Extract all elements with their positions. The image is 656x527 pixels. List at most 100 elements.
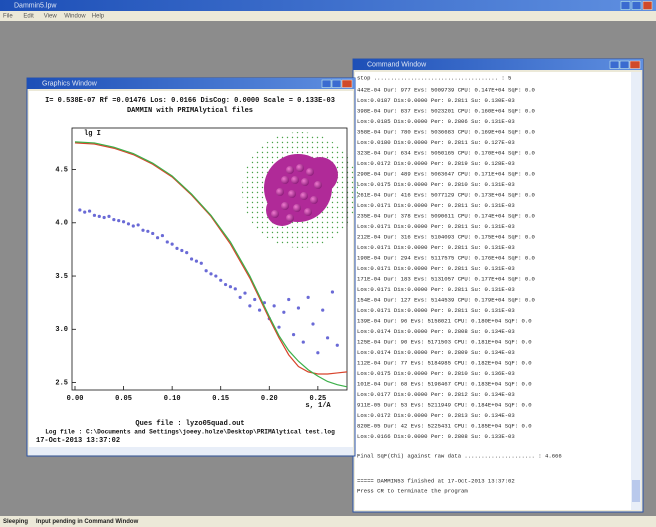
- data-point: [185, 251, 188, 254]
- close-button[interactable]: [643, 2, 652, 10]
- data-point: [258, 309, 261, 312]
- data-point: [88, 209, 91, 212]
- data-point: [219, 279, 222, 282]
- data-point: [190, 257, 193, 260]
- maximize-button[interactable]: [620, 61, 629, 69]
- data-point: [234, 287, 237, 290]
- command-line: Los:0.0185 Dis:0.0000 Per: 0.2806 Su: 0.…: [357, 118, 515, 125]
- command-line: ===== DAMMIN53 finished at 17-Oct-2013 1…: [357, 477, 515, 484]
- scrollbar[interactable]: [631, 72, 641, 510]
- command-line: Los:0.0187 Dis:0.0000 Per: 0.2811 Su: 0.…: [357, 97, 515, 104]
- chart-title: I= 0.538E-07 Rf =0.01476 Los: 0.0166 Dis…: [45, 97, 335, 105]
- data-point: [253, 298, 256, 301]
- data-point: [205, 269, 208, 272]
- app-title-bar: [0, 0, 656, 11]
- close-button[interactable]: [342, 80, 352, 88]
- data-point: [297, 306, 300, 309]
- command-line: Los:0.0177 Dis:0.0000 Per: 0.2812 Su: 0.…: [357, 391, 515, 398]
- data-point: [137, 223, 140, 226]
- data-point: [307, 296, 310, 299]
- data-point: [292, 333, 295, 336]
- status-state: Sleeping: [3, 519, 28, 525]
- data-point: [93, 214, 96, 217]
- close-button[interactable]: [630, 61, 640, 69]
- command-line: Los:0.0172 Dis:0.0000 Per: 0.2813 Su: 0.…: [357, 412, 515, 419]
- command-line: Los:0.0171 Dis:0.0000 Per: 0.2811 Su: 0.…: [357, 307, 515, 314]
- data-point: [336, 344, 339, 347]
- minimize-button[interactable]: [621, 2, 630, 10]
- menu-item[interactable]: Window: [64, 14, 86, 20]
- data-point: [175, 247, 178, 250]
- data-point: [239, 296, 242, 299]
- command-line: Los:0.0172 Dis:0.0000 Per: 0.2819 Su: 0.…: [357, 160, 515, 167]
- data-point: [248, 304, 251, 307]
- command-line: 154E-04 Dur: 127 Evs: 5144539 CPU: 0.179…: [357, 296, 536, 303]
- bead-model: [242, 132, 358, 248]
- command-line: 442E-04 Dur: 977 Evs: 5009739 CPU: 0.147…: [357, 86, 536, 93]
- menu-item[interactable]: Edit: [23, 14, 34, 20]
- data-point: [127, 222, 130, 225]
- h-scrollbar[interactable]: [29, 447, 353, 455]
- data-point: [146, 230, 149, 233]
- command-line: Press CR to terminate the program: [357, 487, 468, 494]
- data-point: [141, 229, 144, 232]
- app-title: Dammin5.lpw: [14, 2, 57, 9]
- data-point: [282, 311, 285, 314]
- command-line: 398E-04 Dur: 837 Evs: 5023201 CPU: 0.160…: [357, 107, 536, 114]
- command-title: Command Window: [367, 61, 427, 68]
- command-line: 171E-04 Dur: 183 Evs: 5131057 CPU: 0.177…: [357, 275, 536, 282]
- data-point: [122, 220, 125, 223]
- data-point: [151, 232, 154, 235]
- command-line: Los:0.0175 Dis:0.0000 Per: 0.2810 Su: 0.…: [357, 181, 515, 188]
- command-line: Final SqF(Chi) against raw data ........…: [357, 452, 562, 459]
- footer-log: Log file : C:\Documents and Settings\joe…: [45, 429, 335, 436]
- y-tick-label: 3.0: [55, 326, 68, 334]
- scroll-thumb[interactable]: [632, 480, 640, 502]
- y-tick-label: 4.5: [55, 166, 68, 174]
- data-point: [302, 340, 305, 343]
- data-point: [166, 240, 169, 243]
- menu-item[interactable]: View: [44, 14, 58, 20]
- minimize-button[interactable]: [610, 61, 619, 69]
- command-line: 358E-04 Dur: 780 Evs: 5036683 CPU: 0.169…: [357, 128, 536, 135]
- y-tick-label: 2.5: [55, 379, 68, 387]
- command-line: Los:0.0180 Dis:0.0000 Per: 0.2811 Su: 0.…: [357, 139, 515, 146]
- command-line: 323E-04 Dur: 634 Evs: 5050165 CPU: 0.170…: [357, 149, 536, 156]
- x-tick-label: 0.25: [309, 395, 326, 403]
- command-line: Los:0.0175 Dis:0.0000 Per: 0.2810 Su: 0.…: [357, 370, 515, 377]
- command-line: Los:0.0171 Dis:0.0000 Per: 0.2811 Su: 0.…: [357, 202, 515, 209]
- command-line: Los:0.0166 Dis:0.0000 Per: 0.2808 Su: 0.…: [357, 433, 515, 440]
- data-point: [277, 326, 280, 329]
- maximize-button[interactable]: [632, 2, 641, 10]
- command-line: Los:0.0171 Dis:0.0000 Per: 0.2811 Su: 0.…: [357, 265, 515, 272]
- data-point: [311, 322, 314, 325]
- command-line: Los:0.0171 Dis:0.0000 Per: 0.2811 Su: 0.…: [357, 244, 515, 251]
- menu-item[interactable]: File: [3, 14, 13, 20]
- x-tick-label: 0.20: [261, 395, 278, 403]
- data-point: [156, 236, 159, 239]
- x-tick-label: 0.05: [115, 395, 132, 403]
- data-point: [117, 219, 120, 222]
- menu-item[interactable]: Help: [92, 14, 105, 20]
- x-tick-label: 0.10: [164, 395, 181, 403]
- page: { "app": {"title": "Dammin5.lpw", "menu"…: [0, 0, 656, 527]
- data-point: [98, 215, 101, 218]
- data-point: [132, 224, 135, 227]
- graphics-title: Graphics Window: [42, 80, 98, 87]
- data-point: [214, 274, 217, 277]
- data-point: [209, 272, 212, 275]
- command-line: Los:0.0174 Dis:0.0000 Per: 0.2809 Su: 0.…: [357, 349, 515, 356]
- data-point: [200, 262, 203, 265]
- x-tick-label: 0.00: [67, 395, 84, 403]
- minimize-button[interactable]: [322, 80, 331, 88]
- data-point: [321, 309, 324, 312]
- data-point: [195, 260, 198, 263]
- command-line: stop ...................................…: [357, 74, 511, 81]
- data-point: [331, 290, 334, 293]
- maximize-button[interactable]: [332, 80, 341, 88]
- command-line: 112E-04 Dur: 77 Evs: 5184985 CPU: 0.182E…: [357, 359, 532, 366]
- command-line: 190E-04 Dur: 294 Evs: 5117575 CPU: 0.176…: [357, 254, 536, 261]
- data-point: [78, 208, 81, 211]
- command-line: Los:0.0171 Dis:0.0000 Per: 0.2811 Su: 0.…: [357, 223, 515, 230]
- y-axis-label: lg I: [84, 130, 101, 138]
